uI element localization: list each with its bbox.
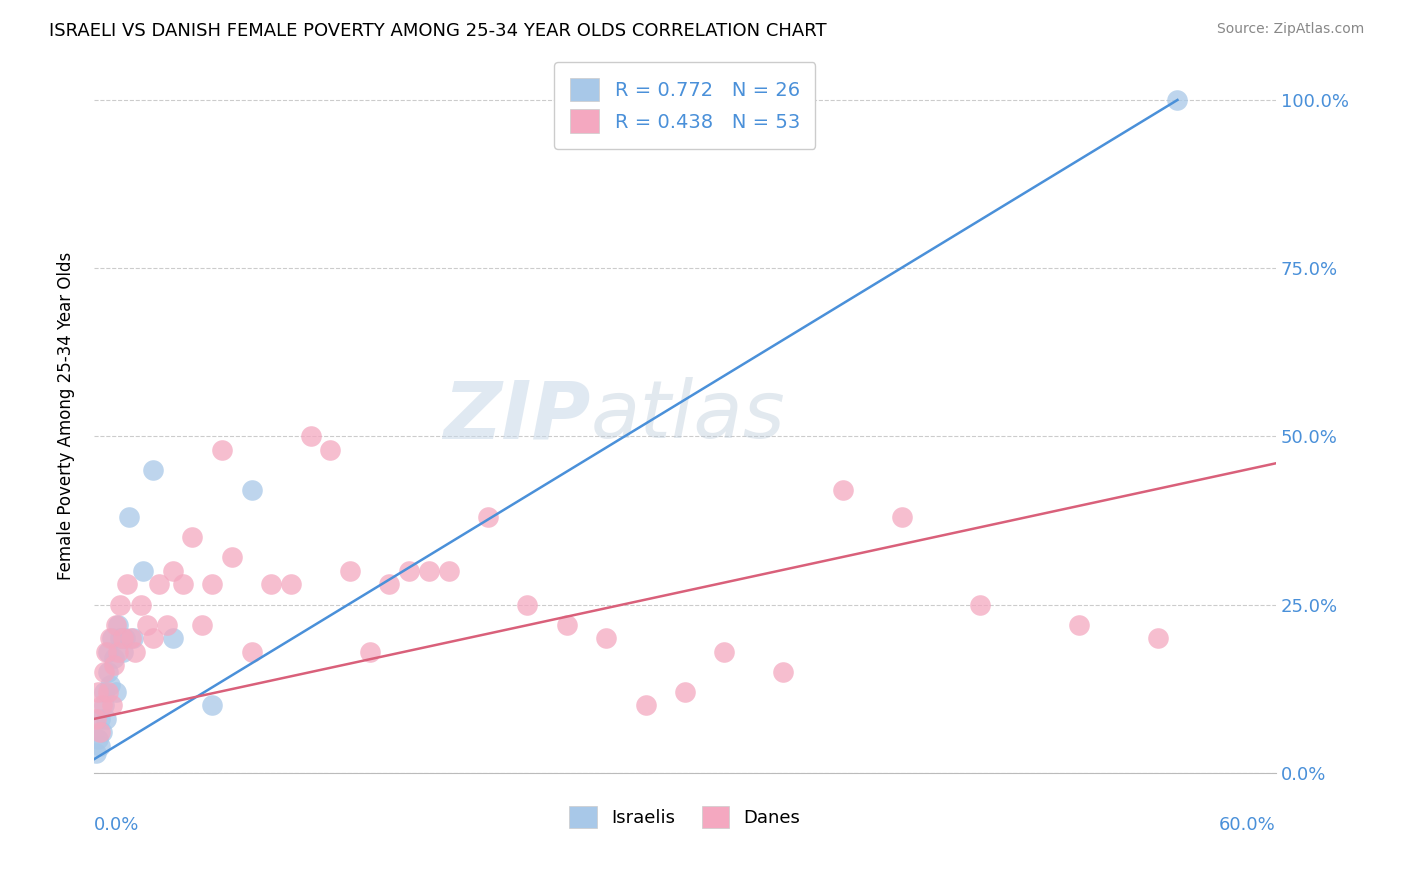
Point	[104, 617, 127, 632]
Text: 60.0%: 60.0%	[1219, 815, 1277, 833]
Point	[93, 685, 115, 699]
Point	[94, 645, 117, 659]
Text: Source: ZipAtlas.com: Source: ZipAtlas.com	[1216, 22, 1364, 37]
Point	[98, 631, 121, 645]
Point	[90, 698, 112, 713]
Text: atlas: atlas	[591, 377, 785, 455]
Point	[93, 698, 115, 713]
Text: ZIP: ZIP	[443, 377, 591, 455]
Point	[90, 725, 112, 739]
Point	[772, 665, 794, 679]
Point	[240, 645, 263, 659]
Point	[555, 617, 578, 632]
Point	[107, 617, 129, 632]
Point	[162, 631, 184, 645]
Point	[142, 631, 165, 645]
Point	[97, 685, 120, 699]
Point	[89, 712, 111, 726]
Point	[103, 651, 125, 665]
Point	[319, 442, 342, 457]
Point	[104, 685, 127, 699]
Point	[132, 564, 155, 578]
Point	[201, 577, 224, 591]
Point	[634, 698, 657, 713]
Point	[97, 645, 120, 659]
Point	[156, 617, 179, 632]
Point	[1146, 631, 1168, 645]
Point	[359, 645, 381, 659]
Point	[108, 631, 131, 645]
Point	[890, 510, 912, 524]
Point	[84, 712, 107, 726]
Point	[181, 530, 204, 544]
Point	[673, 685, 696, 699]
Point	[299, 429, 322, 443]
Point	[418, 564, 440, 578]
Point	[89, 725, 111, 739]
Point	[122, 631, 145, 645]
Y-axis label: Female Poverty Among 25-34 Year Olds: Female Poverty Among 25-34 Year Olds	[58, 252, 75, 581]
Point	[87, 685, 110, 699]
Point	[211, 442, 233, 457]
Point	[378, 577, 401, 591]
Point	[117, 577, 139, 591]
Point	[191, 617, 214, 632]
Point	[87, 732, 110, 747]
Point	[89, 739, 111, 753]
Point	[398, 564, 420, 578]
Point	[969, 598, 991, 612]
Point	[120, 631, 142, 645]
Point	[114, 631, 136, 645]
Point	[98, 678, 121, 692]
Text: 0.0%: 0.0%	[94, 815, 139, 833]
Point	[713, 645, 735, 659]
Point	[339, 564, 361, 578]
Point	[100, 698, 122, 713]
Point	[162, 564, 184, 578]
Point	[260, 577, 283, 591]
Point	[831, 483, 853, 498]
Point	[124, 645, 146, 659]
Point	[100, 631, 122, 645]
Point	[1067, 617, 1090, 632]
Point	[112, 645, 135, 659]
Text: ISRAELI VS DANISH FEMALE POVERTY AMONG 25-34 YEAR OLDS CORRELATION CHART: ISRAELI VS DANISH FEMALE POVERTY AMONG 2…	[49, 22, 827, 40]
Point	[1166, 93, 1188, 107]
Point	[240, 483, 263, 498]
Point	[142, 463, 165, 477]
Point	[129, 598, 152, 612]
Point	[437, 564, 460, 578]
Point	[118, 510, 141, 524]
Point	[93, 665, 115, 679]
Point	[516, 598, 538, 612]
Point	[108, 598, 131, 612]
Point	[94, 712, 117, 726]
Point	[97, 665, 120, 679]
Point	[84, 746, 107, 760]
Point	[172, 577, 194, 591]
Point	[148, 577, 170, 591]
Point	[280, 577, 302, 591]
Point	[107, 645, 129, 659]
Point	[595, 631, 617, 645]
Point	[112, 631, 135, 645]
Legend: Israelis, Danes: Israelis, Danes	[562, 798, 807, 835]
Point	[136, 617, 159, 632]
Point	[201, 698, 224, 713]
Point	[477, 510, 499, 524]
Point	[103, 658, 125, 673]
Point	[221, 550, 243, 565]
